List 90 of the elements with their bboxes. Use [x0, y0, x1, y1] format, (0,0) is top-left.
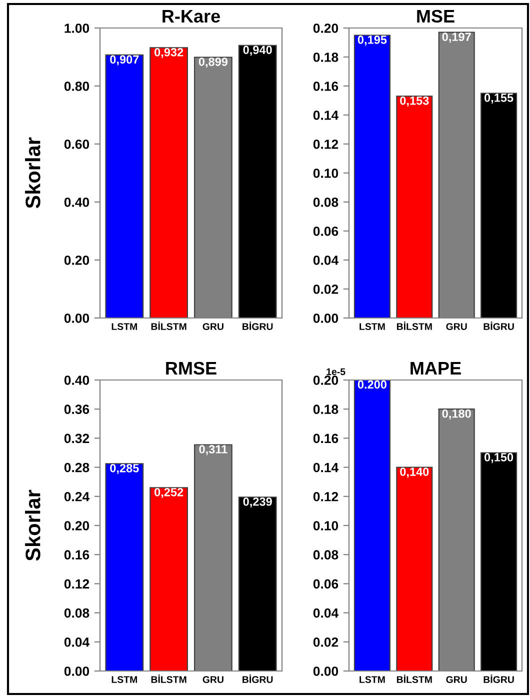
chart-title: MSE: [417, 10, 454, 23]
bar: [238, 44, 277, 318]
y-tick-label: 0.28: [64, 462, 90, 472]
bar: [354, 380, 390, 671]
x-tick-label: BİGRU: [242, 322, 273, 330]
bar: [150, 47, 188, 318]
y-tick-label: 0.08: [64, 608, 90, 618]
y-tick-label: 0.14: [313, 110, 339, 120]
y-tick-label: 0.18: [313, 404, 338, 414]
x-tick-label: BİGRU: [242, 674, 273, 683]
x-tick-label: LSTM: [112, 676, 137, 683]
bar: [105, 463, 144, 671]
bar: [480, 452, 518, 671]
x-tick-label: BİLSTM: [151, 674, 186, 683]
data-label: 0,899: [198, 58, 228, 68]
x-tick-label: LSTM: [360, 323, 385, 330]
y-tick-label: 0.10: [313, 168, 338, 178]
y-tick-label: 0.04: [64, 637, 90, 647]
x-tick-label: LSTM: [112, 323, 137, 330]
data-label: 0,239: [243, 497, 272, 508]
y-axis-title: Skorlar: [25, 490, 40, 561]
y-tick-label: 0.00: [313, 314, 338, 323]
x-tick-label: GRU: [446, 323, 467, 330]
data-label: 0,285: [110, 464, 139, 474]
bar: [396, 96, 433, 318]
text: 1e-5: [326, 368, 346, 376]
data-label: 0,311: [199, 445, 228, 456]
y-tick-label: 0.08: [313, 198, 338, 207]
x-tick-label: BİLSTM: [396, 674, 432, 683]
y-tick-label: 0.00: [313, 666, 338, 676]
y-tick-label: 0.14: [313, 462, 339, 472]
y-tick-label: 0.40: [64, 198, 90, 207]
x-tick-label: BİLSTM: [151, 322, 186, 330]
bar: [480, 92, 518, 318]
bar: [354, 34, 390, 318]
data-label: 0,195: [358, 36, 387, 46]
y-tick-label: 0.16: [313, 434, 338, 444]
bar: [238, 496, 277, 671]
y-tick-label: 0.32: [64, 434, 90, 444]
chart-title: RMSE: [166, 362, 216, 375]
x-tick-label: GRU: [202, 323, 224, 330]
x-tick-label: LSTM: [360, 676, 385, 683]
y-tick-label: 0.40: [64, 376, 90, 385]
data-label: 0.200: [358, 380, 386, 389]
data-label: 0,252: [154, 488, 184, 498]
y-tick-label: 0.04: [313, 256, 339, 265]
data-label: 0,150: [484, 453, 514, 464]
y-tick-label: 0.36: [64, 404, 90, 414]
y-tick-label: 0.80: [64, 82, 90, 91]
x-tick-label: BİLSTM: [396, 322, 432, 330]
y-tick-label: 0.16: [64, 550, 90, 560]
data-label: 0,140: [400, 468, 429, 478]
data-label: 0,907: [110, 55, 139, 66]
chart-title: MAPE: [410, 362, 461, 374]
y-tick-label: 0.12: [64, 579, 90, 589]
x-tick-label: GRU: [202, 676, 224, 683]
bar: [396, 466, 433, 671]
y-tick-label: 0.24: [64, 492, 90, 502]
x-tick-label: GRU: [446, 676, 467, 683]
data-label: 0,180: [442, 409, 471, 420]
y-tick-label: 0.20: [313, 376, 338, 385]
y-tick-label: 0.08: [313, 550, 338, 560]
y-tick-label: 0.06: [313, 579, 338, 589]
data-label: 0,940: [243, 46, 272, 56]
y-tick-label: 0.12: [313, 140, 338, 149]
data-label: 0,153: [400, 96, 429, 107]
chart-title: R-Kare: [162, 10, 220, 23]
data-label: 0,197: [442, 32, 471, 43]
y-tick-label: 0.20: [64, 521, 90, 530]
y-tick-label: 1.00: [64, 24, 90, 33]
y-tick-label: 0.16: [313, 82, 338, 91]
data-label: 0,155: [484, 94, 514, 104]
y-tick-label: 0.00: [64, 314, 90, 323]
x-tick-label: BİGRU: [484, 322, 514, 330]
y-tick-label: 0.60: [64, 140, 90, 149]
y-tick-label: 0.10: [313, 521, 338, 530]
bar: [105, 54, 144, 318]
y-tick-label: 0.06: [313, 226, 338, 236]
y-tick-label: 0.12: [313, 492, 338, 502]
y-tick-label: 0.20: [64, 256, 90, 265]
y-tick-label: 0.04: [313, 608, 339, 618]
y-tick-label: 0.18: [313, 52, 338, 62]
x-tick-label: BİGRU: [484, 674, 514, 683]
y-tick-label: 0.20: [313, 24, 338, 33]
bar: [150, 487, 188, 671]
data-label: 0,932: [154, 48, 184, 58]
y-axis-title: Skorlar: [25, 137, 40, 208]
y-tick-label: 0.02: [313, 284, 338, 294]
y-tick-label: 0.02: [313, 637, 338, 647]
y-tick-label: 0.00: [64, 666, 90, 676]
